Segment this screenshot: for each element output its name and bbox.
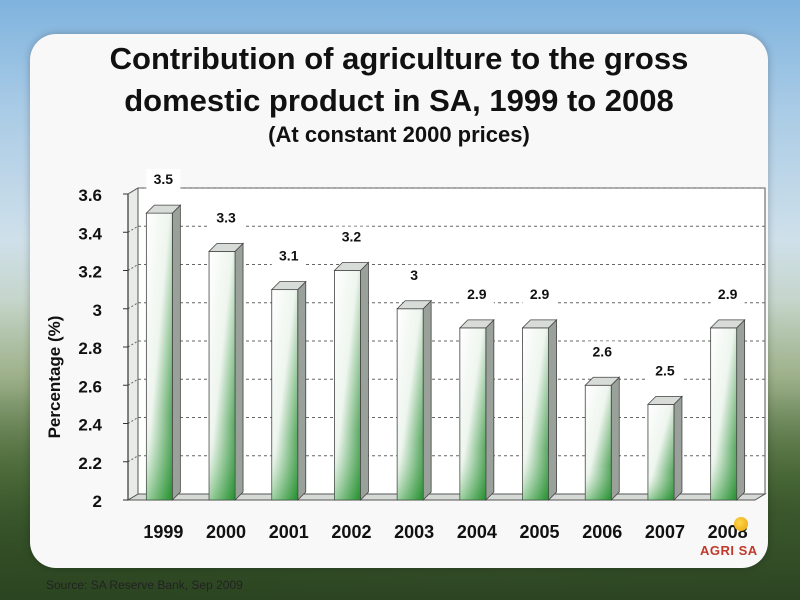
title-line-1: Contribution of agriculture to the gross [109, 41, 689, 76]
bar-shade [585, 385, 612, 500]
y-tick-label: 2 [93, 492, 102, 511]
sun-icon [734, 517, 748, 531]
bar-side [171, 204, 181, 501]
x-tick-label: 2006 [582, 522, 622, 542]
data-label: 3.5 [154, 171, 174, 187]
data-label: 2.9 [530, 286, 550, 302]
x-tick-label: 2005 [520, 522, 560, 542]
x-tick-label: 2001 [269, 522, 309, 542]
logo-text: AGRI SA [700, 543, 758, 558]
data-label-box [522, 283, 557, 304]
x-tick-label: 2007 [645, 522, 685, 542]
gridline-side [127, 455, 139, 463]
bar-top [709, 319, 746, 329]
data-label: 2.6 [593, 343, 613, 359]
bar-shade [334, 270, 361, 500]
source-note: Source: SA Reserve Bank, Sep 2009 [46, 578, 243, 592]
bar-side [485, 318, 495, 501]
bar-top [521, 319, 558, 329]
bar-shade [459, 327, 486, 500]
bar-shade [397, 308, 424, 500]
y-tick-label: 3.4 [78, 224, 102, 243]
y-tick-label: 2.4 [78, 416, 102, 435]
gridline-side [127, 340, 139, 348]
gridline-side [127, 302, 139, 310]
bar-top [208, 242, 245, 252]
data-label-box [209, 207, 244, 228]
bar-side [234, 242, 244, 501]
y-tick-label: 3.6 [78, 186, 102, 205]
data-label: 3.1 [279, 248, 299, 264]
data-label-box [146, 169, 181, 190]
bar-top [396, 300, 433, 310]
bar-shade [710, 327, 737, 500]
data-label: 2.9 [718, 286, 738, 302]
bar-shade [146, 213, 173, 500]
data-label-box [647, 360, 682, 381]
bar-top [584, 376, 621, 386]
data-label: 3.3 [216, 209, 236, 225]
gridline-side [127, 378, 139, 386]
x-tick-label: 2002 [331, 522, 371, 542]
title-line-2: domestic product in SA, 1999 to 2008 [124, 83, 674, 118]
data-label-box [585, 341, 620, 362]
gridline-side [127, 225, 139, 233]
bar-top [458, 319, 495, 329]
bar-top [145, 204, 182, 214]
data-label-box [334, 226, 369, 247]
bar-shade [271, 289, 298, 500]
bar-top [270, 281, 307, 291]
y-tick-label: 2.6 [78, 377, 102, 396]
data-label: 2.9 [467, 286, 487, 302]
gridline-side [127, 187, 139, 195]
gridline-side [127, 417, 139, 424]
data-label-box [271, 245, 306, 266]
y-axis-title: Percentage (%) [45, 316, 64, 439]
data-label-box [459, 283, 494, 304]
y-tick-label: 2.2 [78, 454, 102, 473]
bar-side [736, 318, 746, 501]
y-tick-label: 2.8 [78, 339, 102, 358]
data-label-box [710, 283, 745, 304]
y-tick-label: 3 [93, 301, 102, 320]
x-tick-label: 2004 [457, 522, 497, 542]
bar-side [360, 261, 369, 501]
data-label-box [405, 264, 424, 285]
data-label: 2.5 [655, 362, 675, 378]
page-title: Contribution of agriculture to the gross… [30, 38, 768, 122]
bar-side [673, 395, 683, 501]
bar-side [548, 318, 557, 501]
x-tick-label: 1999 [143, 522, 183, 542]
agrisa-logo: AGRI SA [700, 515, 760, 570]
bar-side [422, 299, 432, 501]
x-tick-label: 2000 [206, 522, 246, 542]
y-tick-label: 3.2 [78, 263, 102, 282]
bar-shade [647, 404, 674, 500]
bar-side [610, 376, 620, 501]
data-label: 3.2 [342, 229, 362, 245]
gridline-side [127, 264, 139, 271]
bar-shade [522, 327, 549, 500]
bar-shade [209, 251, 236, 500]
page-subtitle: (At constant 2000 prices) [268, 122, 530, 147]
bar-top [646, 395, 683, 405]
bar-top [333, 262, 370, 271]
x-tick-label: 2003 [394, 522, 434, 542]
bar-side [297, 280, 307, 501]
data-label: 3 [410, 267, 418, 283]
